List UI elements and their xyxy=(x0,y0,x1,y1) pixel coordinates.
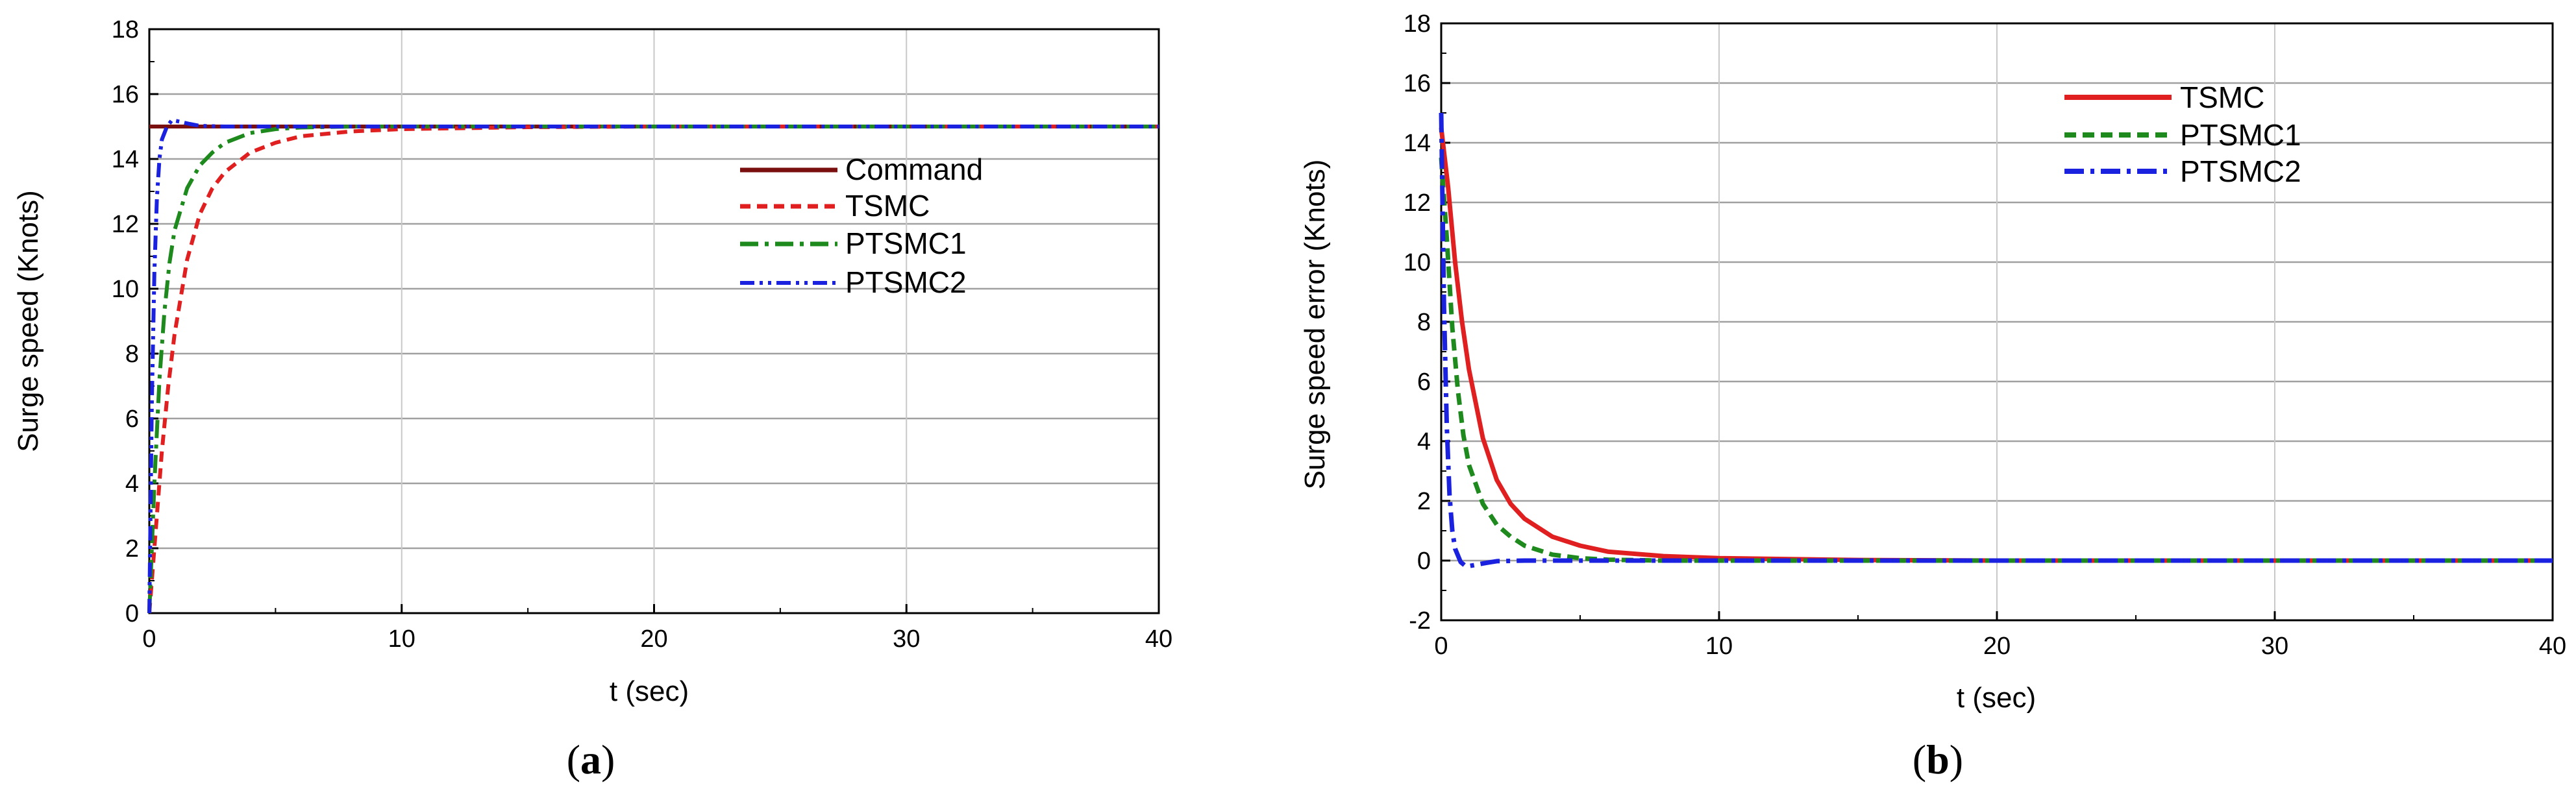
chart-a-legend-entry: PTSMC1 xyxy=(740,226,967,260)
chart-a-x-tick-label: 20 xyxy=(640,625,667,653)
chart-a-legend-entry: Command xyxy=(740,152,983,186)
chart-a-panel-caption: (a) xyxy=(567,736,615,782)
chart-b-y-tick-label: 4 xyxy=(1417,428,1431,455)
chart-b-grid xyxy=(1441,23,2553,620)
chart-b-legend-label-ptsmc1: PTSMC1 xyxy=(2180,118,2301,152)
chart-b-x-tick-label: 10 xyxy=(1705,633,1733,660)
chart-a-x-axis-label: t (sec) xyxy=(610,675,689,707)
chart-a-y-tick-label: 0 xyxy=(125,600,139,627)
chart-a-y-axis-label: Surge speed (Knots) xyxy=(12,190,44,452)
chart-b-y-tick-label: 10 xyxy=(1404,249,1431,276)
chart-b-y-tick-label: -2 xyxy=(1409,607,1431,635)
chart-b-x-tick-label: 20 xyxy=(1983,633,2011,660)
chart-b-legend-label-ptsmc2: PTSMC2 xyxy=(2180,154,2301,188)
chart-b-y-tick-label: 6 xyxy=(1417,369,1431,396)
chart-a-x-tick-label: 40 xyxy=(1145,625,1172,653)
chart-a-y-tick-label: 12 xyxy=(112,211,139,238)
chart-a-legend-entry: PTSMC2 xyxy=(740,265,967,299)
chart-a-x-tick-label: 30 xyxy=(893,625,920,653)
chart-b-series-ptsmc2 xyxy=(1439,112,2553,569)
chart-b-y-tick-label: 18 xyxy=(1404,10,1431,38)
chart-b-y-tick-label: 14 xyxy=(1404,130,1431,157)
chart-a-y-tick-label: 2 xyxy=(125,535,139,563)
chart-a-panel-letter: a xyxy=(580,736,601,782)
chart-b-y-tick-label: 12 xyxy=(1404,189,1431,217)
chart-a-legend-label-ptsmc1: PTSMC1 xyxy=(845,226,967,260)
chart-a-y-tick-label: 10 xyxy=(112,276,139,303)
chart-a-y-tick-label: 4 xyxy=(125,470,139,498)
chart-a-y-ticks: 0 2 4 6 8 10 12 14 16 18 xyxy=(112,16,158,627)
chart-a-series-ptsmc2 xyxy=(147,118,1159,614)
chart-a-x-ticks: 0 10 20 30 40 xyxy=(142,604,1172,653)
chart-b-series xyxy=(1439,112,2553,569)
chart-a-x-tick-label: 10 xyxy=(388,625,415,653)
chart-a-series xyxy=(147,118,1159,614)
chart-b-y-tick-label: 16 xyxy=(1404,70,1431,97)
chart-b-panel-caption: (b) xyxy=(1913,736,1963,782)
chart-b-panel-letter: b xyxy=(1926,736,1950,782)
chart-a-grid xyxy=(149,29,1159,613)
chart-a-legend-entry: TSMC xyxy=(740,189,930,223)
chart-b-series-ptsmc1 xyxy=(1439,157,2553,563)
chart-b-legend-entry: TSMC xyxy=(2064,80,2264,114)
chart-a-legend-label-command: Command xyxy=(845,152,983,186)
chart-a-x-tick-label: 0 xyxy=(142,625,156,653)
chart-b-y-tick-label: 8 xyxy=(1417,309,1431,336)
chart-a-legend-label-ptsmc2: PTSMC2 xyxy=(845,265,967,299)
chart-a: 0 2 4 6 8 10 12 14 16 18 0 10 20 30 40 t (sec) Surge … xyxy=(12,16,1172,782)
chart-a-y-tick-label: 16 xyxy=(112,81,139,108)
chart-b-x-tick-label: 30 xyxy=(2261,633,2288,660)
chart-b-x-ticks: 0 10 20 30 40 xyxy=(1434,611,2566,660)
chart-a-legend-label-tsmc: TSMC xyxy=(845,189,930,223)
chart-a-y-tick-label: 18 xyxy=(112,16,139,43)
chart-b-x-tick-label: 40 xyxy=(2539,633,2566,660)
chart-a-legend: Command TSMC PTSMC1 PTSMC2 xyxy=(740,152,983,299)
chart-b-y-tick-label: 2 xyxy=(1417,488,1431,515)
chart-b-legend-entry: PTSMC2 xyxy=(2064,154,2301,188)
chart-b-legend: TSMC PTSMC1 PTSMC2 xyxy=(2064,80,2301,188)
chart-b-y-tick-label: 0 xyxy=(1417,548,1431,575)
chart-b-x-axis-label: t (sec) xyxy=(1957,682,2036,714)
chart-a-y-tick-label: 8 xyxy=(125,341,139,368)
chart-a-y-tick-label: 6 xyxy=(125,406,139,433)
chart-b-legend-label-tsmc: TSMC xyxy=(2180,80,2264,114)
chart-b-x-tick-label: 0 xyxy=(1434,633,1448,660)
chart-b-y-ticks: -2 0 2 4 6 8 10 12 14 16 18 xyxy=(1404,10,1450,635)
chart-a-y-tick-label: 14 xyxy=(112,146,139,173)
chart-b-legend-entry: PTSMC1 xyxy=(2064,118,2301,152)
chart-b-y-axis-label: Surge speed error (Knots) xyxy=(1299,160,1331,490)
